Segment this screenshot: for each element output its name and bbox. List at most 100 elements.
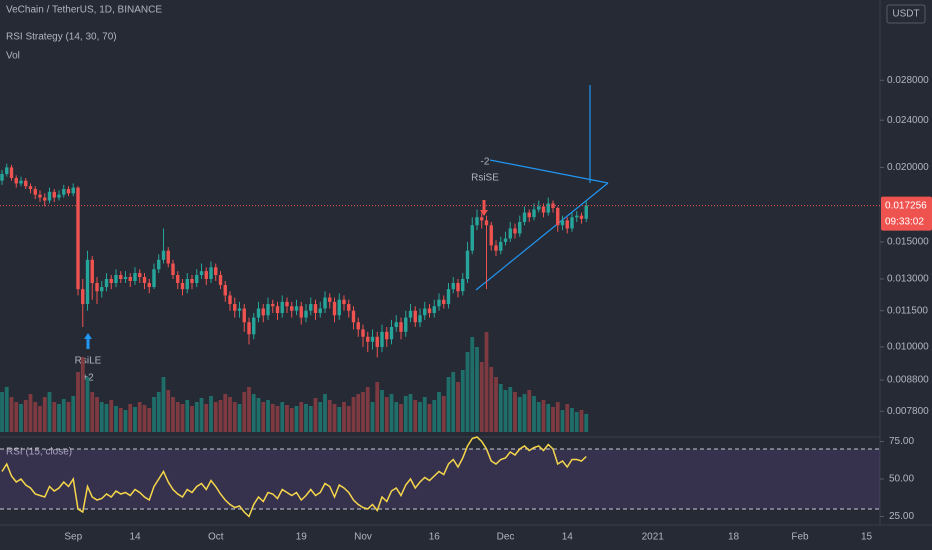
rsi-band xyxy=(0,449,880,509)
volume-bar xyxy=(42,397,47,432)
candle-body xyxy=(85,259,90,305)
volume-bar xyxy=(560,410,565,432)
volume-bar xyxy=(19,404,23,432)
candle-body xyxy=(0,173,4,181)
candle-body xyxy=(394,322,398,327)
volume-bar xyxy=(52,402,57,432)
candle-body xyxy=(442,299,446,305)
volume-bar xyxy=(418,402,422,432)
x-tick-label: 14 xyxy=(129,532,141,543)
candle-body xyxy=(142,276,147,283)
volume-bar xyxy=(380,390,384,432)
currency-button[interactable] xyxy=(886,4,926,24)
candle-body xyxy=(437,299,441,307)
volume-bar xyxy=(536,402,541,432)
x-tick-label: 2021 xyxy=(642,532,665,543)
candle-body xyxy=(518,221,522,234)
candle-body xyxy=(261,308,265,316)
volume-bar xyxy=(223,394,228,432)
last-price-label: 0.017256 xyxy=(885,200,927,211)
volume-bar xyxy=(517,397,522,432)
volume-bar xyxy=(437,392,441,432)
candle-body xyxy=(560,220,565,226)
volume-bar xyxy=(527,390,532,432)
volume-bar xyxy=(280,402,285,432)
candle-body xyxy=(52,191,56,198)
volume-bar xyxy=(323,394,327,432)
candle-body xyxy=(399,322,403,332)
volume-bar xyxy=(28,394,33,432)
volume-bar xyxy=(346,406,351,432)
candle-body xyxy=(299,306,303,318)
candle-body xyxy=(157,259,161,270)
indicator-legend[interactable]: RSI Strategy (14, 30, 70) xyxy=(6,32,117,43)
candle-body xyxy=(233,304,237,311)
candle-body xyxy=(484,220,489,226)
candle-body xyxy=(541,206,546,213)
candle-body xyxy=(24,180,28,187)
volume-bar xyxy=(47,392,52,432)
rsi-legend[interactable]: RSI (15, close) xyxy=(6,447,72,458)
volume-bar xyxy=(199,398,204,432)
volume-bar xyxy=(99,402,104,432)
candle-body xyxy=(199,271,204,276)
candle-body xyxy=(527,212,531,218)
volume-bar xyxy=(479,362,484,432)
volume-bar xyxy=(57,404,61,432)
candle-body xyxy=(14,177,18,184)
candle-body xyxy=(204,271,208,279)
candle-body xyxy=(565,220,569,229)
volume-bar xyxy=(256,398,261,432)
volume-bar xyxy=(294,406,299,432)
candle-body xyxy=(413,310,417,323)
signal-label: RsiSE xyxy=(471,173,499,184)
candle-body xyxy=(503,238,508,242)
candle-body xyxy=(247,322,251,335)
candle-body xyxy=(9,167,14,178)
volume-bar xyxy=(228,397,232,432)
candle-body xyxy=(195,275,199,283)
candle-body xyxy=(57,194,61,198)
candle-body xyxy=(119,275,123,279)
volume-bar xyxy=(394,402,399,432)
volume-bar xyxy=(555,402,560,432)
volume-bar xyxy=(266,400,270,432)
volume-bar xyxy=(513,392,517,432)
volume-bar xyxy=(23,400,28,432)
volume-bar xyxy=(218,400,223,432)
volume-bar xyxy=(175,402,180,432)
candle-body xyxy=(337,299,341,316)
volume-bar xyxy=(389,394,394,432)
candle-body xyxy=(218,275,223,286)
indicator-legend[interactable]: Vol xyxy=(6,51,20,62)
x-tick-label: Sep xyxy=(64,532,82,543)
trendline[interactable] xyxy=(489,159,609,184)
volume-bar xyxy=(156,392,161,432)
currency-label: USDT xyxy=(892,9,919,20)
candle-body xyxy=(185,278,189,290)
candle-body xyxy=(465,250,470,279)
y-tick-label: 0.007800 xyxy=(887,406,929,417)
candle-body xyxy=(328,297,332,302)
y-tick-label: 0.013000 xyxy=(887,274,929,285)
volume-bar xyxy=(522,394,527,432)
volume-bar xyxy=(142,405,147,432)
candle-body xyxy=(290,306,294,311)
candle-body xyxy=(375,336,379,347)
volume-bar xyxy=(451,372,456,432)
volume-bar xyxy=(285,405,289,432)
rsi-y-tick-label: 75.00 xyxy=(889,436,914,447)
volume-bar xyxy=(289,408,294,432)
candle-body xyxy=(475,217,479,226)
y-tick-label: 0.020000 xyxy=(887,162,929,173)
short-signal-arrow xyxy=(480,200,488,216)
candle-body xyxy=(489,225,493,246)
volume-bar xyxy=(270,404,275,432)
volume-bar xyxy=(351,397,356,432)
candle-body xyxy=(356,322,360,330)
candle-body xyxy=(423,308,427,316)
candle-body xyxy=(309,304,313,311)
volume-bar xyxy=(470,337,475,432)
candle-body xyxy=(480,217,484,221)
volume-bar xyxy=(114,406,118,432)
